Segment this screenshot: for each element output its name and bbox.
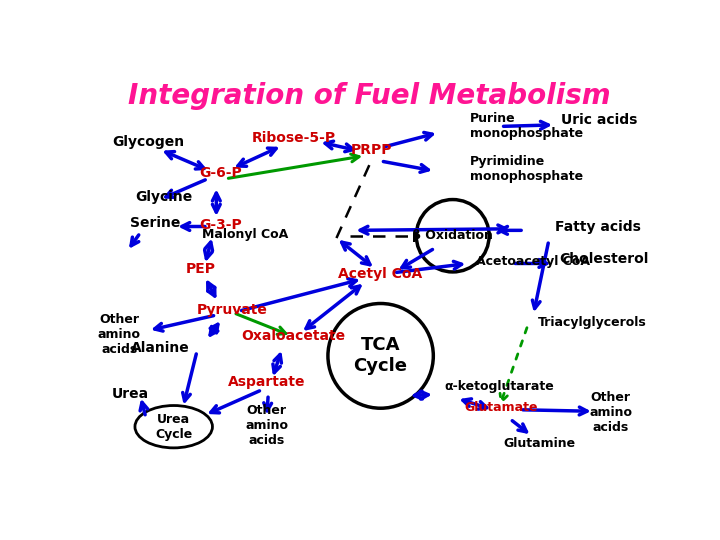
Text: TCA
Cycle: TCA Cycle bbox=[354, 336, 408, 375]
Text: Other
amino
acids: Other amino acids bbox=[98, 313, 141, 356]
Text: Urea: Urea bbox=[112, 387, 149, 401]
Text: Purine
monophosphate: Purine monophosphate bbox=[469, 112, 583, 140]
Text: PEP: PEP bbox=[186, 262, 216, 276]
Text: Glutamate: Glutamate bbox=[464, 401, 538, 414]
Text: Alanine: Alanine bbox=[130, 341, 189, 355]
Text: Other
amino
acids: Other amino acids bbox=[589, 392, 632, 434]
Text: Glycogen: Glycogen bbox=[112, 135, 184, 149]
Text: Cholesterol: Cholesterol bbox=[559, 252, 648, 266]
Text: Glutamine: Glutamine bbox=[503, 437, 575, 450]
Text: Pyrimidine
monophosphate: Pyrimidine monophosphate bbox=[469, 155, 583, 183]
Text: Acetoacetyl CoA: Acetoacetyl CoA bbox=[476, 255, 590, 268]
Text: Other
amino
acids: Other amino acids bbox=[246, 404, 288, 447]
Text: Serine: Serine bbox=[130, 215, 181, 230]
Text: Ribose-5-P: Ribose-5-P bbox=[252, 131, 336, 145]
Text: Integration of Fuel Metabolism: Integration of Fuel Metabolism bbox=[127, 82, 611, 110]
Text: β Oxidation: β Oxidation bbox=[413, 230, 493, 242]
Text: Aspartate: Aspartate bbox=[228, 375, 305, 389]
Text: Acetyl CoA: Acetyl CoA bbox=[338, 267, 423, 281]
Text: Pyruvate: Pyruvate bbox=[197, 302, 267, 316]
Text: G-6-P: G-6-P bbox=[199, 166, 242, 180]
Text: Uric acids: Uric acids bbox=[561, 113, 638, 127]
Text: Triacylglycerols: Triacylglycerols bbox=[538, 316, 647, 329]
Text: α-ketoglutarate: α-ketoglutarate bbox=[444, 380, 554, 393]
Text: Malonyl CoA: Malonyl CoA bbox=[202, 228, 289, 241]
Text: Urea
Cycle: Urea Cycle bbox=[155, 413, 192, 441]
Text: G-3-P: G-3-P bbox=[199, 218, 242, 232]
Text: Fatty acids: Fatty acids bbox=[555, 219, 641, 233]
Text: Oxaloacetate: Oxaloacetate bbox=[241, 329, 345, 343]
Text: Glycine: Glycine bbox=[135, 190, 192, 204]
Text: PRPP: PRPP bbox=[351, 143, 392, 157]
